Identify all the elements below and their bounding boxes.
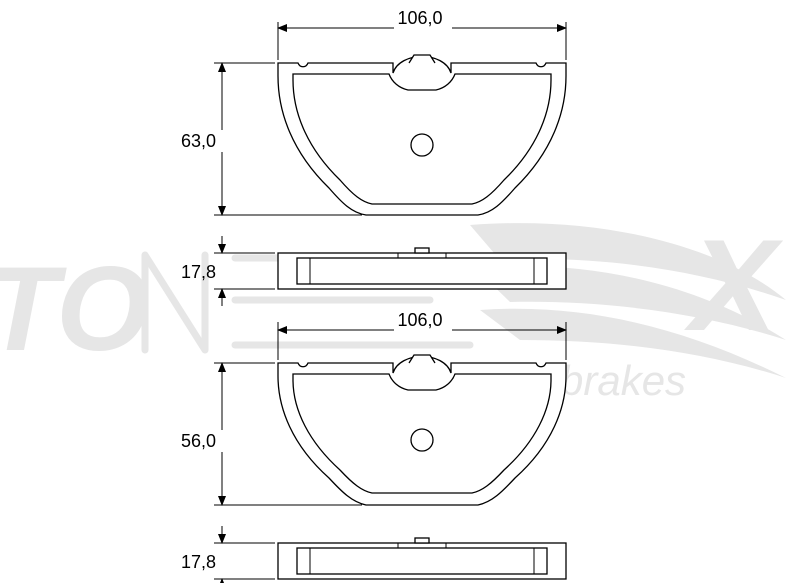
watermark-sub: brakes <box>560 357 686 404</box>
watermark-left: TO <box>0 242 149 376</box>
dim-upper-thick-label: 17,8 <box>181 262 216 282</box>
dim-lower-thick-label: 17,8 <box>181 552 216 572</box>
pad-lower-face <box>278 355 566 505</box>
pad-upper-face <box>278 55 566 215</box>
dim-upper-thick: 17,8 <box>181 236 275 306</box>
side-friction <box>297 258 547 284</box>
top-clip-notch <box>409 55 435 63</box>
dim-top-width: 106,0 <box>278 8 566 60</box>
side-friction-lower <box>297 548 547 574</box>
watermark-right: X <box>684 212 784 358</box>
pad-lower-side <box>278 538 566 579</box>
dim-lower-height-label: 56,0 <box>181 431 216 451</box>
dim-mid-width-label: 106,0 <box>397 310 442 330</box>
center-hole-lower-icon <box>411 429 433 451</box>
dim-top-width-label: 106,0 <box>397 8 442 28</box>
side-clip-lower <box>415 538 429 543</box>
top-clip-notch-lower <box>409 355 435 363</box>
dim-lower-thick: 17,8 <box>181 526 275 583</box>
side-clip <box>415 248 429 253</box>
center-hole-icon <box>411 134 433 156</box>
dim-upper-height-label: 63,0 <box>181 131 216 151</box>
pad-upper-side <box>278 248 566 289</box>
